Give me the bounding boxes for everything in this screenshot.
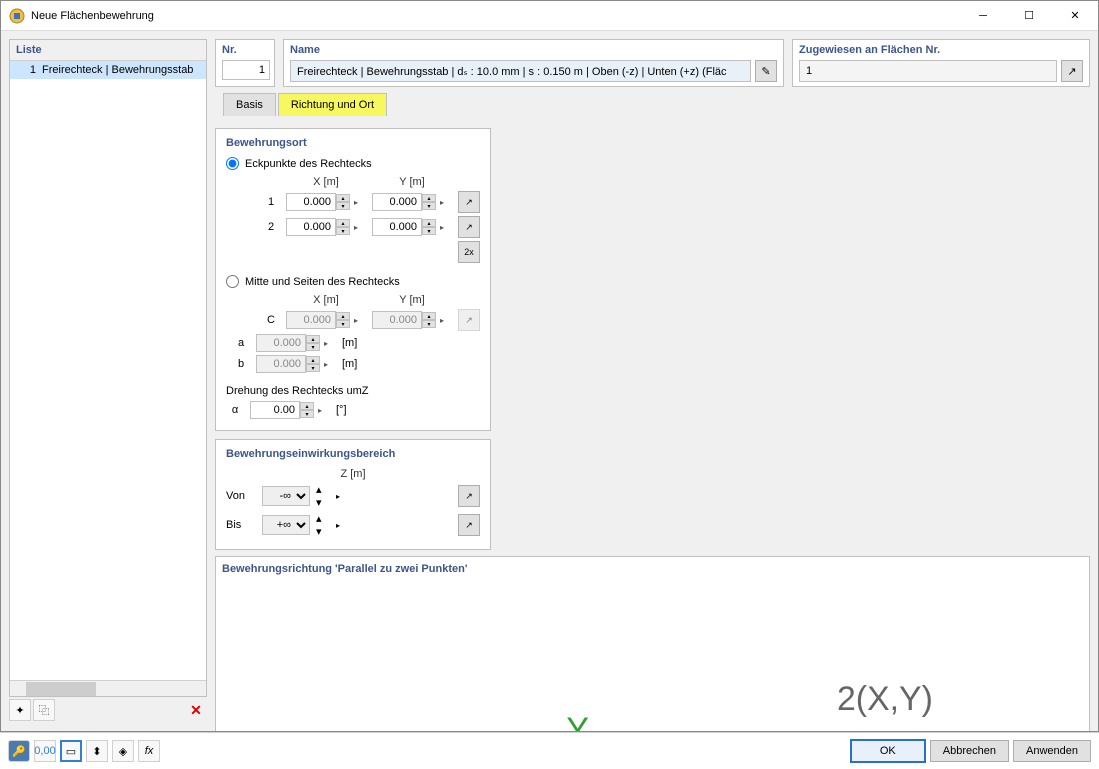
nr-label: Nr. — [222, 44, 268, 56]
assign-label: Zugewiesen an Flächen Nr. — [799, 44, 1083, 56]
close-button[interactable]: ✕ — [1052, 1, 1098, 31]
name-box: Name ✎ — [283, 39, 784, 87]
radio-mitte-label: Mitte und Seiten des Rechtecks — [245, 276, 400, 288]
alpha-label: α — [226, 404, 244, 416]
apply-button[interactable]: Anwenden — [1013, 740, 1091, 762]
list-item-num: 1 — [16, 64, 36, 76]
radio-eckpunkte-label: Eckpunkte des Rechtecks — [245, 158, 372, 170]
a-unit: [m] — [342, 337, 366, 349]
panel-bereich: Bewehrungseinwirkungsbereich Z [m] Von -… — [215, 439, 491, 550]
svg-text:Y: Y — [566, 711, 589, 731]
ort-y-header: Y [m] — [372, 176, 452, 188]
app-icon — [9, 8, 25, 24]
name-input[interactable] — [290, 60, 751, 82]
bis-select[interactable]: +∞ — [262, 515, 310, 535]
b-input — [256, 355, 306, 373]
list-item-text: Freirechteck | Bewehrungsstab — [42, 64, 193, 76]
pick-surface-icon[interactable]: ↗ — [1061, 60, 1083, 82]
pick-1-icon[interactable]: ↗ — [458, 191, 480, 213]
radio-mitte[interactable] — [226, 275, 239, 288]
svg-text:X: X — [822, 729, 845, 731]
mitte-y-header: Y [m] — [372, 294, 452, 306]
minimize-button[interactable]: ─ — [960, 1, 1006, 31]
von-label: Von — [226, 490, 256, 502]
view1-icon[interactable]: ▭ — [60, 740, 82, 762]
edit-name-icon[interactable]: ✎ — [755, 60, 777, 82]
list-panel: Liste 1 Freirechteck | Bewehrungsstab — [9, 39, 207, 697]
preview-richtung: Bewehrungsrichtung 'Parallel zu zwei Pun… — [215, 556, 1090, 731]
panel-bewehrungsort: Bewehrungsort Eckpunkte des Rechtecks X … — [215, 128, 491, 431]
cancel-button[interactable]: Abbrechen — [930, 740, 1009, 762]
assign-box: Zugewiesen an Flächen Nr. ↗ — [792, 39, 1090, 87]
ok-button[interactable]: OK — [850, 739, 926, 763]
p1-x-input[interactable] — [286, 193, 336, 211]
list-item[interactable]: 1 Freirechteck | Bewehrungsstab — [10, 61, 206, 79]
window-title: Neue Flächenbewehrung — [31, 10, 960, 22]
titlebar: Neue Flächenbewehrung ─ ☐ ✕ — [1, 1, 1098, 31]
maximize-button[interactable]: ☐ — [1006, 1, 1052, 31]
von-select[interactable]: -∞ — [262, 486, 310, 506]
p2-y-input[interactable] — [372, 218, 422, 236]
bis-label: Bis — [226, 519, 256, 531]
pick-bis-icon[interactable]: ↗ — [458, 514, 480, 536]
z-header: Z [m] — [313, 468, 393, 480]
fx-icon[interactable]: fx — [138, 740, 160, 762]
c-y-input — [372, 311, 422, 329]
b-unit: [m] — [342, 358, 366, 370]
new-icon[interactable]: ✦ — [9, 699, 31, 721]
nr-input[interactable] — [222, 60, 270, 80]
assign-input[interactable] — [799, 60, 1057, 82]
preview1-title: Bewehrungsrichtung 'Parallel zu zwei Pun… — [222, 563, 1083, 575]
p1-y-input[interactable] — [372, 193, 422, 211]
svg-text:2(X,Y): 2(X,Y) — [837, 680, 933, 718]
p2-x-input[interactable] — [286, 218, 336, 236]
row-a2-label: a — [232, 337, 250, 349]
help-icon[interactable]: 🔑 — [8, 740, 30, 762]
pick-2-icon[interactable]: ↗ — [458, 216, 480, 238]
nr-box: Nr. — [215, 39, 275, 87]
view2-icon[interactable]: ⬍ — [86, 740, 108, 762]
name-label: Name — [290, 44, 777, 56]
ort-title: Bewehrungsort — [226, 137, 480, 149]
bereich-title: Bewehrungseinwirkungsbereich — [226, 448, 480, 460]
units-icon[interactable]: 0,00 — [34, 740, 56, 762]
row-c-label: C — [262, 314, 280, 326]
alpha-input[interactable] — [250, 401, 300, 419]
pick-ort-2x-icon[interactable]: 2x — [458, 241, 480, 263]
row-1-label: 1 — [262, 196, 280, 208]
tab-richtung[interactable]: Richtung und Ort — [278, 93, 387, 116]
row-b2-label: b — [232, 358, 250, 370]
a-input — [256, 334, 306, 352]
copy-icon[interactable]: ⿻ — [33, 699, 55, 721]
alpha-unit: [°] — [336, 404, 360, 416]
tab-basis[interactable]: Basis — [223, 93, 276, 116]
ort-x-header: X [m] — [286, 176, 366, 188]
delete-icon[interactable]: ✕ — [185, 699, 207, 721]
list-scrollbar[interactable] — [10, 680, 206, 696]
mitte-x-header: X [m] — [286, 294, 366, 306]
pick-c-icon: ↗ — [458, 309, 480, 331]
rotation-label: Drehung des Rechtecks umZ — [226, 385, 480, 397]
pick-von-icon[interactable]: ↗ — [458, 485, 480, 507]
row-2-label: 2 — [262, 221, 280, 233]
c-x-input — [286, 311, 336, 329]
view3-icon[interactable]: ◈ — [112, 740, 134, 762]
preview1-svg: X Y Z 1(X,Y) 2(X,Y) — [222, 581, 1083, 731]
radio-eckpunkte[interactable] — [226, 157, 239, 170]
list-header: Liste — [10, 40, 206, 61]
